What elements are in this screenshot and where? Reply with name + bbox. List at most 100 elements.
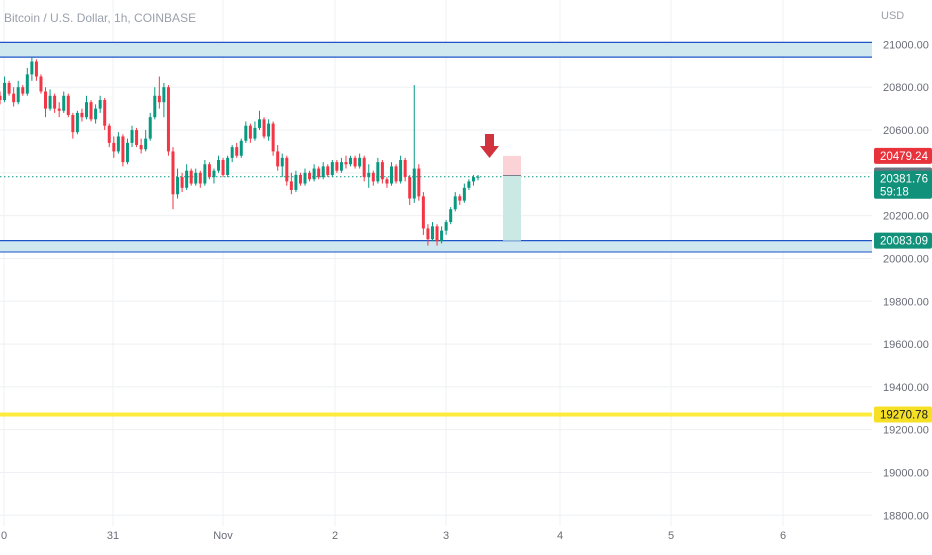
- price-label: 20083.09: [880, 236, 928, 248]
- grid: [0, 0, 872, 526]
- candle-body: [148, 117, 152, 139]
- candle-body: [57, 108, 61, 111]
- candle-body: [3, 82, 7, 101]
- x-tick-label: Nov: [213, 530, 233, 542]
- candle-body: [34, 61, 38, 77]
- candle-body: [75, 112, 79, 133]
- candle-body: [139, 145, 143, 150]
- candle-body: [440, 230, 444, 242]
- candle-body: [362, 157, 366, 178]
- chart-title: Bitcoin / U.S. Dollar, 1h, COINBASE: [4, 11, 197, 25]
- candle-body: [344, 162, 348, 165]
- support-zone: [0, 240, 872, 253]
- candle-body: [157, 95, 161, 103]
- y-tick-label: 19400.00: [883, 382, 929, 394]
- candle-body: [271, 123, 275, 152]
- candle-body: [353, 157, 357, 167]
- candle-body: [267, 123, 271, 137]
- candle-body: [367, 172, 371, 178]
- y-tick-label: 20000.00: [883, 253, 929, 265]
- y-tick-label: 19000.00: [883, 467, 929, 479]
- candle-body: [21, 87, 25, 94]
- y-tick-label: 18800.00: [883, 510, 929, 522]
- candle-body: [262, 119, 266, 137]
- candle-body: [399, 159, 403, 182]
- price-label-bg: [874, 232, 932, 249]
- candle-body: [84, 102, 88, 118]
- candle-body: [253, 127, 257, 139]
- candle-body: [166, 87, 170, 152]
- candle-body: [203, 164, 207, 184]
- candles: [0, 57, 480, 246]
- price-label: 20479.24: [880, 151, 929, 163]
- candle-body: [185, 170, 189, 188]
- candle-body: [371, 172, 375, 182]
- candle-body: [476, 176, 480, 178]
- candle-body: [453, 196, 457, 210]
- candle-body: [98, 100, 102, 109]
- candle-body: [189, 170, 193, 184]
- y-tick-label: 20600.00: [883, 125, 929, 137]
- candle-body: [198, 172, 202, 184]
- candle-body: [403, 159, 407, 178]
- x-tick-label: 4: [557, 530, 563, 542]
- resistance-zone: [0, 42, 872, 58]
- candle-body: [426, 228, 430, 240]
- support-line: [0, 412, 872, 417]
- candle-body: [326, 166, 330, 175]
- candle-body: [462, 187, 466, 201]
- candle-body: [276, 151, 280, 167]
- candle-body: [130, 130, 134, 143]
- candle-body: [107, 125, 111, 143]
- candle-body: [394, 166, 398, 182]
- y-tick-label: 19200.00: [883, 425, 929, 437]
- candle-body: [358, 157, 362, 167]
- candle-body: [103, 100, 107, 126]
- candle-body: [339, 162, 343, 171]
- candle-body: [248, 125, 252, 139]
- candle-body: [89, 102, 93, 120]
- candle-body: [176, 177, 180, 195]
- candle-body: [280, 157, 284, 167]
- candle-body: [289, 181, 293, 190]
- candle-body: [230, 147, 234, 158]
- candle-body: [285, 157, 289, 182]
- candle-body: [180, 177, 184, 188]
- candle-body: [421, 196, 425, 229]
- candle-body: [144, 138, 148, 150]
- candle-body: [121, 136, 125, 163]
- candle-body: [125, 142, 129, 163]
- candle-body: [0, 95, 2, 101]
- x-tick-label: 0: [1, 530, 7, 542]
- candle-body: [458, 196, 462, 201]
- candle-body: [317, 168, 321, 178]
- candle-body: [226, 157, 230, 175]
- candle-body: [335, 162, 339, 171]
- x-tick-label: 6: [780, 530, 786, 542]
- candle-body: [376, 162, 380, 182]
- candle-body: [435, 226, 439, 242]
- price-label-bg: [874, 170, 932, 199]
- price-labels: 20479.2420387.4720381.7659:1820083.09192…: [874, 147, 932, 423]
- candle-body: [171, 151, 175, 195]
- stop-loss-area: [503, 155, 521, 176]
- candle-body: [212, 170, 216, 178]
- candle-body: [94, 108, 98, 120]
- down-arrow-icon: [480, 134, 499, 158]
- candle-body: [408, 177, 412, 199]
- candle-body: [349, 157, 353, 165]
- candle-body: [380, 162, 384, 180]
- candle-body: [116, 136, 120, 152]
- candle-body: [298, 174, 302, 184]
- short-position-tool[interactable]: [480, 134, 521, 241]
- candle-body: [153, 95, 157, 118]
- candle-body: [80, 112, 84, 118]
- candle-body: [25, 74, 29, 94]
- price-label: 20381.76: [880, 174, 928, 186]
- x-tick-label: 3: [443, 530, 449, 542]
- candle-body: [71, 115, 75, 133]
- candle-body: [39, 76, 43, 92]
- x-tick-label: 31: [107, 530, 119, 542]
